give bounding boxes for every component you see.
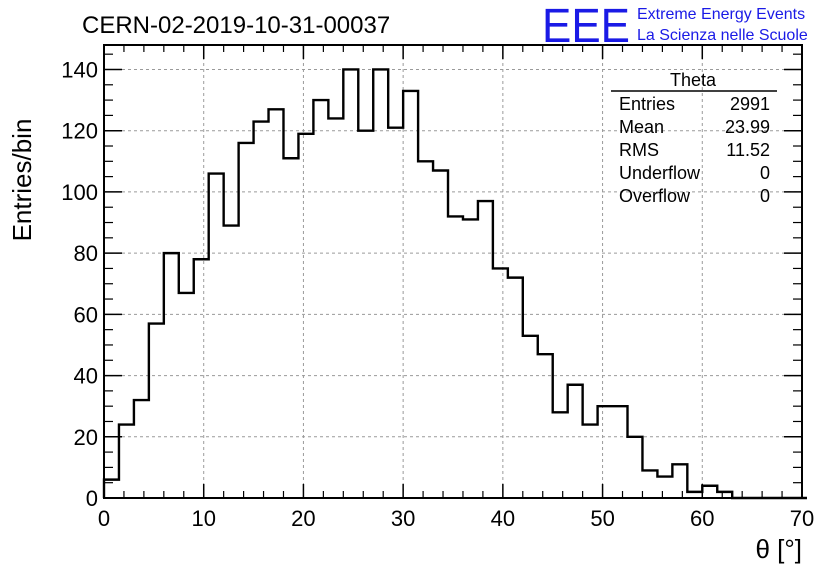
x-tick-label: 70 (790, 506, 814, 531)
stats-box: Theta Entries 2991 Mean 23.99 RMS 11.52 … (611, 70, 777, 206)
chart-title: CERN-02-2019-10-31-00037 (82, 12, 390, 39)
x-tick-label: 60 (690, 506, 714, 531)
logo-line-1: Extreme Energy Events (637, 6, 805, 23)
stats-title: Theta (670, 70, 717, 90)
stats-value-entries: 2991 (730, 94, 770, 114)
y-tick-label: 20 (74, 425, 98, 450)
y-tick-label: 140 (61, 57, 98, 82)
stats-value-rms: 11.52 (726, 140, 770, 160)
x-tick-label: 10 (191, 506, 215, 531)
x-tick-label: 30 (391, 506, 415, 531)
y-tick-label: 100 (61, 180, 98, 205)
axis-ticks: 0 10 20 30 40 50 60 70 0 20 40 60 80 100 120 140 (61, 45, 814, 531)
grid-lines (104, 45, 802, 498)
histogram-outline (102, 68, 807, 500)
stats-label-entries: Entries (619, 94, 675, 114)
stats-value-overflow: 0 (760, 186, 770, 206)
stats-value-underflow: 0 (760, 163, 770, 183)
x-tick-label: 20 (291, 506, 315, 531)
y-tick-label: 120 (61, 119, 98, 144)
stats-value-mean: 23.99 (725, 117, 770, 137)
x-tick-label: 50 (590, 506, 614, 531)
x-tick-label: 40 (491, 506, 515, 531)
plot-frame (103, 44, 803, 499)
stats-label-rms: RMS (619, 140, 659, 160)
eee-logo: EEE Extreme Energy Events La Scienza nel… (542, 0, 808, 53)
y-tick-label: 40 (74, 364, 98, 389)
y-tick-label: 60 (74, 302, 98, 327)
y-axis-label: Entries/bin (7, 119, 37, 242)
logo-line-2: La Scienza nelle Scuole (637, 27, 808, 44)
x-tick-label: 0 (98, 506, 110, 531)
x-axis-label: θ [°] (755, 534, 802, 564)
logo-mark: EEE (542, 0, 630, 53)
y-tick-label: 80 (74, 241, 98, 266)
y-tick-label: 0 (86, 486, 98, 511)
stats-label-underflow: Underflow (619, 163, 701, 183)
stats-label-mean: Mean (619, 117, 664, 137)
stats-label-overflow: Overflow (619, 186, 691, 206)
